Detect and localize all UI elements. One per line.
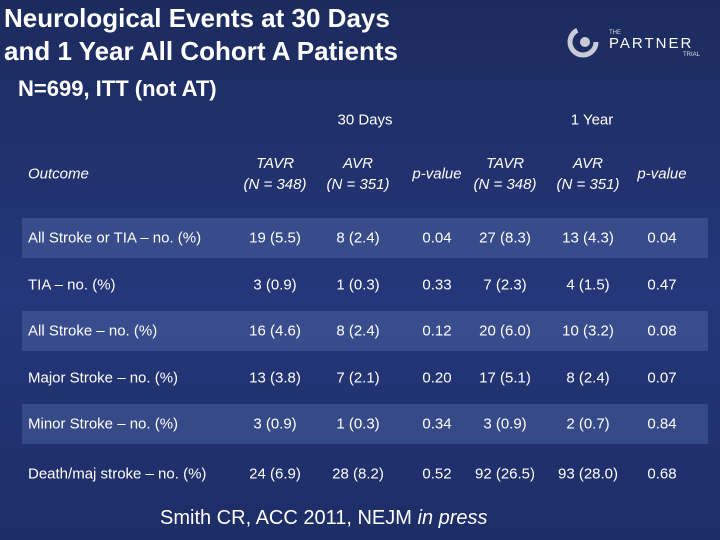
column-header: AVR (N = 351)	[557, 153, 620, 195]
title: Neurological Events at 30 Days and 1 Yea…	[4, 2, 398, 68]
cell-value: 4 (1.5)	[566, 276, 610, 294]
title-line: Neurological Events at 30 Days	[4, 3, 390, 33]
cell-value: 28 (8.2)	[332, 465, 384, 483]
column-header: TAVR (N = 348)	[474, 153, 537, 195]
logo: THE PARTNER TRIAL	[567, 26, 701, 58]
cell-value: 3 (0.9)	[253, 415, 297, 433]
group-header: 30 Days	[337, 111, 393, 129]
cell-value: 8 (2.4)	[336, 229, 380, 247]
cell-value: 0.34	[422, 415, 452, 433]
cell-value: 93 (28.0)	[557, 465, 619, 483]
cell-value: 7 (2.3)	[483, 276, 527, 294]
column-header: p-value	[412, 164, 461, 185]
cell-value: 0.08	[647, 322, 677, 340]
cell-value: 0.84	[647, 415, 677, 433]
logo-name: PARTNER	[609, 35, 693, 52]
row-label: TIA – no. (%)	[28, 276, 116, 294]
cell-value: 0.04	[647, 229, 677, 247]
column-header: Outcome	[28, 164, 89, 185]
group-header: 1 Year	[570, 111, 614, 129]
column-header-line: Outcome	[28, 165, 89, 183]
cell-value: 1 (0.3)	[336, 415, 380, 433]
logo-small: THE	[609, 30, 621, 36]
column-header-line: p-value	[637, 165, 687, 183]
cell-value: 0.04	[422, 229, 452, 247]
logo-mark	[567, 26, 599, 58]
column-header-line: (N = 351)	[326, 176, 390, 193]
title-line: and 1 Year All Cohort A Patients	[4, 36, 398, 66]
column-header-line: (N = 348)	[473, 176, 537, 193]
column-header-line: TAVR	[255, 155, 295, 172]
cell-value: 24 (6.9)	[249, 465, 301, 483]
row-label: Death/maj stroke – no. (%)	[28, 465, 207, 483]
cell-value: 27 (8.3)	[479, 229, 531, 247]
citation-note: in press	[417, 507, 488, 529]
cell-value: 20 (6.0)	[479, 322, 531, 340]
cell-value: 13 (4.3)	[562, 229, 614, 247]
row-label: All Stroke or TIA – no. (%)	[28, 229, 202, 247]
row-label: All Stroke – no. (%)	[28, 322, 158, 340]
column-header-line: p-value	[412, 165, 462, 183]
cell-value: 92 (26.5)	[474, 465, 536, 483]
cell-value: 8 (2.4)	[336, 322, 380, 340]
cell-value: 0.12	[422, 322, 452, 340]
column-header-line: TAVR	[485, 155, 525, 172]
cell-value: 0.68	[647, 465, 677, 483]
column-header-line: AVR	[342, 155, 374, 172]
cell-value: 0.20	[422, 369, 452, 387]
cell-value: 7 (2.1)	[336, 369, 380, 387]
logo-sub: TRIAL	[683, 52, 701, 58]
column-header: p-value	[637, 164, 686, 185]
cell-value: 2 (0.7)	[566, 415, 610, 433]
subtitle: N=699, ITT (not AT)	[18, 76, 217, 101]
row-band	[22, 311, 708, 351]
cell-value: 16 (4.6)	[249, 322, 301, 340]
cell-value: 3 (0.9)	[483, 415, 527, 433]
cell-value: 0.52	[422, 465, 452, 483]
row-band	[22, 218, 708, 258]
row-band	[22, 404, 708, 444]
column-header: TAVR (N = 348)	[244, 153, 307, 195]
citation-text: Smith CR, ACC 2011, NEJM	[160, 507, 412, 529]
cell-value: 3 (0.9)	[253, 276, 297, 294]
cell-value: 0.07	[647, 369, 677, 387]
cell-value: 1 (0.3)	[336, 276, 380, 294]
cell-value: 0.47	[647, 276, 677, 294]
cell-value: 10 (3.2)	[562, 322, 614, 340]
row-label: Minor Stroke – no. (%)	[28, 415, 179, 433]
cell-value: 0.33	[422, 276, 452, 294]
cell-value: 8 (2.4)	[566, 369, 610, 387]
row-label: Major Stroke – no. (%)	[28, 369, 179, 387]
citation: Smith CR, ACC 2011, NEJM in press	[160, 507, 488, 530]
cell-value: 17 (5.1)	[479, 369, 531, 387]
cell-value: 19 (5.5)	[249, 229, 301, 247]
column-header-line: (N = 348)	[243, 176, 307, 193]
logo-dot	[580, 37, 590, 47]
cell-value: 13 (3.8)	[249, 369, 301, 387]
column-header: AVR (N = 351)	[327, 153, 390, 195]
column-header-line: AVR	[572, 155, 604, 172]
column-header-line: (N = 351)	[556, 176, 620, 193]
